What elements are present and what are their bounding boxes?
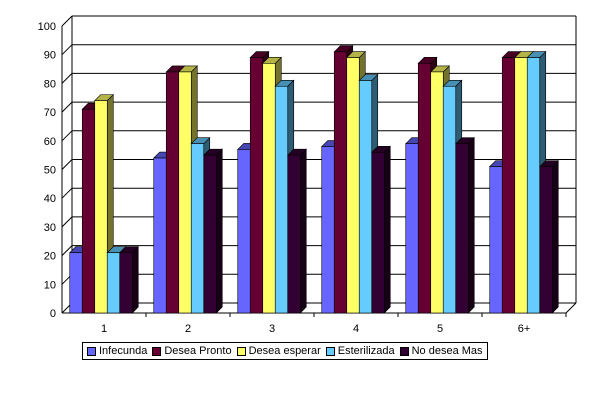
bar-front <box>165 71 180 314</box>
bar-front <box>501 57 516 314</box>
bar-front <box>178 71 192 314</box>
y-tick-label: 0 <box>50 308 56 320</box>
bar-front <box>371 151 385 314</box>
bar-front <box>81 108 96 314</box>
gridline-side <box>61 216 73 228</box>
bar <box>539 159 559 314</box>
bar-front <box>94 100 108 314</box>
bar-front <box>346 57 360 314</box>
x-tick-label: 4 <box>353 323 359 335</box>
x-tick-label: 3 <box>269 323 275 335</box>
bar-front <box>430 71 444 314</box>
legend-entry: No desea Mas <box>399 345 483 357</box>
bar-front <box>514 57 528 314</box>
legend-swatch <box>152 346 162 356</box>
legend-label: No desea Mas <box>411 345 483 357</box>
bar-front <box>190 143 205 314</box>
y-tick-label: 30 <box>44 222 56 234</box>
floor-right-edge <box>565 302 577 314</box>
legend-label: Infecunda <box>99 345 148 357</box>
bar-front <box>69 252 83 314</box>
bar-front <box>203 154 217 314</box>
bar <box>203 148 223 314</box>
bar-side <box>383 145 391 314</box>
bar-front <box>237 149 251 314</box>
legend-label: Desea esperar <box>248 345 321 357</box>
bar-front <box>153 157 167 314</box>
y-tick-label: 70 <box>44 107 56 119</box>
bar-side <box>299 148 307 314</box>
legend-swatch <box>325 346 335 356</box>
bar-front <box>287 154 301 314</box>
x-tick-label: 5 <box>437 323 443 335</box>
bar-front <box>321 146 335 314</box>
gridline-side <box>61 159 73 170</box>
bar-front <box>358 80 373 314</box>
x-tick-label: 2 <box>185 323 191 335</box>
y-tick-label: 20 <box>44 251 56 263</box>
bar-front <box>417 63 432 314</box>
gridline-side <box>61 44 73 56</box>
gridline-side <box>61 73 73 84</box>
bar-side <box>467 136 475 314</box>
legend-swatch <box>236 346 246 356</box>
bar <box>455 136 475 314</box>
legend-swatch <box>399 346 409 356</box>
bar-front <box>539 166 553 314</box>
y-tick-label: 40 <box>44 193 56 205</box>
chart-legend: Infecunda Desea Pronto Desea esperar Esteri… <box>82 342 488 360</box>
chart-tick-labels: 0 10 20 30 40 50 60 70 80 90 100 1 2 3 4 5 6+ <box>38 21 531 335</box>
bar-side <box>215 148 223 314</box>
legend-label: Esterilizada <box>337 345 395 357</box>
bar-front <box>106 252 121 314</box>
bar-front <box>249 57 264 314</box>
gridline-side <box>61 15 73 27</box>
bar-front <box>333 51 348 314</box>
y-tick-label: 90 <box>44 50 56 62</box>
gridline-side <box>61 101 73 113</box>
bar-front <box>274 85 289 314</box>
legend-entry: Infecunda <box>87 345 147 357</box>
bar-side <box>551 159 559 314</box>
gridline-side <box>61 187 73 199</box>
legend-swatch <box>87 346 96 356</box>
bar-side <box>131 246 139 314</box>
y-tick-label: 10 <box>44 279 56 291</box>
bar-front <box>455 143 469 314</box>
legend-entry: Esterilizada <box>325 345 395 357</box>
y-tick-label: 60 <box>44 136 56 148</box>
y-tick-label: 80 <box>44 78 56 90</box>
x-tick-label: 1 <box>101 323 107 335</box>
bar-front <box>489 166 503 314</box>
legend-label: Desea Pronto <box>164 345 232 357</box>
gridline-side <box>61 130 73 142</box>
legend-entry: Desea Pronto <box>152 345 232 357</box>
bar-front <box>119 252 133 314</box>
bar-front <box>526 57 541 314</box>
y-tick-label: 100 <box>38 21 56 33</box>
gridline-side <box>61 245 73 256</box>
chart-bars <box>69 45 559 314</box>
legend-entry: Desea esperar <box>236 345 321 357</box>
x-tick-label: 6+ <box>518 323 531 335</box>
bar <box>287 148 307 314</box>
bar <box>119 246 139 314</box>
bar <box>371 145 391 314</box>
bar-front <box>442 85 457 314</box>
bar-front <box>405 143 419 314</box>
y-tick-label: 50 <box>44 165 56 177</box>
bar-front <box>262 63 276 314</box>
